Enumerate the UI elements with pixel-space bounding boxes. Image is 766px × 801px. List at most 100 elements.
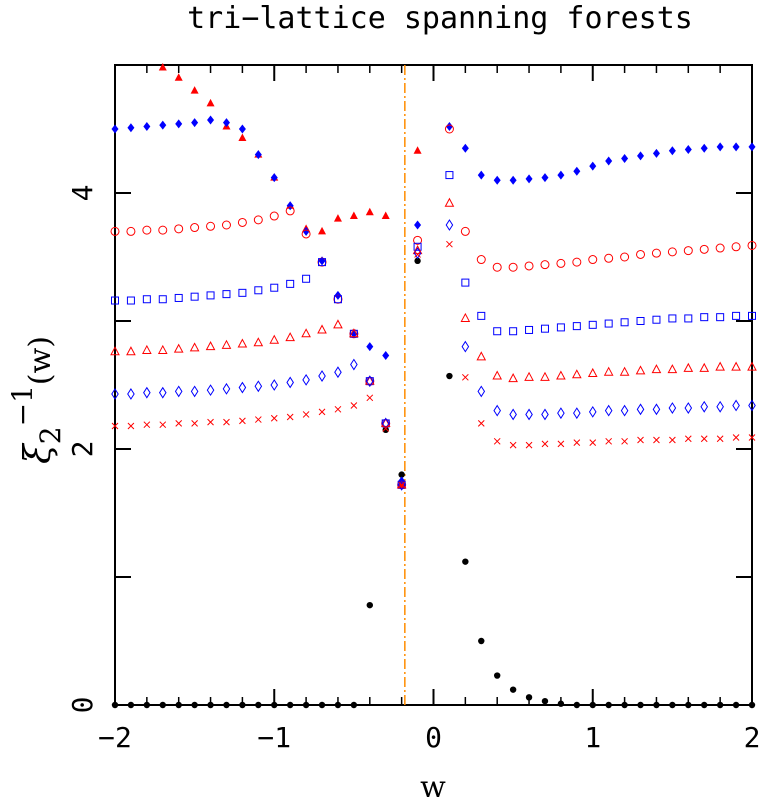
data-point-open-diamond xyxy=(206,384,215,397)
data-point-open-triangle xyxy=(269,334,280,344)
data-point-filled-diamond xyxy=(414,220,422,230)
data-point-open-square xyxy=(652,315,661,324)
data-point-cross xyxy=(286,413,294,421)
x-tick-label: 0 xyxy=(425,721,442,754)
data-point-open-diamond xyxy=(700,400,709,413)
data-point-open-triangle xyxy=(285,332,296,342)
data-point-filled-circle xyxy=(478,637,485,645)
data-point-open-square xyxy=(174,293,183,302)
data-point-open-square xyxy=(604,319,613,328)
data-point-cross xyxy=(239,417,246,425)
data-point-cross xyxy=(159,421,167,429)
data-point-filled-circle xyxy=(398,471,405,478)
data-point-filled-diamond xyxy=(700,143,708,153)
data-point-open-square xyxy=(477,311,486,320)
data-point-open-diamond xyxy=(158,386,167,399)
data-point-open-triangle xyxy=(157,344,168,354)
data-point-open-circle xyxy=(556,258,566,268)
data-point-open-square xyxy=(493,327,502,336)
data-point-filled-circle xyxy=(509,686,517,693)
tick-labels: −2 −1 0 1 2 0 2 4 xyxy=(66,185,760,754)
data-point-filled-circle xyxy=(637,701,644,709)
data-point-open-square xyxy=(158,295,167,304)
data-point-open-triangle xyxy=(619,366,630,376)
data-point-filled-circle xyxy=(605,701,612,709)
data-point-filled-circle xyxy=(573,701,581,709)
data-point-cross xyxy=(653,436,660,444)
data-point-cross xyxy=(175,420,183,427)
data-point-open-square xyxy=(588,320,597,329)
data-point-filled-circle xyxy=(494,672,501,679)
data-point-filled-circle xyxy=(175,701,182,709)
data-point-open-square xyxy=(318,258,327,267)
data-point-filled-circle xyxy=(271,701,278,709)
data-point-open-diamond xyxy=(684,402,693,414)
x-tick-label: −2 xyxy=(98,721,132,754)
data-point-cross xyxy=(637,436,644,444)
data-point-filled-circle xyxy=(525,694,533,701)
data-point-filled-triangle xyxy=(413,146,422,154)
data-point-filled-triangle xyxy=(318,226,327,235)
data-point-cross xyxy=(557,440,565,448)
y-tick-label: 4 xyxy=(66,185,99,202)
data-point-open-triangle xyxy=(524,371,534,381)
data-point-filled-circle xyxy=(302,701,310,709)
chart-title: tri−lattice spanning forests xyxy=(187,1,693,36)
data-point-filled-diamond xyxy=(748,142,756,152)
data-point-open-diamond xyxy=(620,404,629,417)
y-axis-label: ξ2−1(w) xyxy=(6,336,67,464)
data-point-open-triangle xyxy=(715,361,725,371)
data-point-filled-circle xyxy=(732,701,740,709)
data-point-open-triangle xyxy=(317,324,327,334)
data-point-open-circle xyxy=(492,262,502,272)
data-point-cross xyxy=(669,436,676,444)
data-point-filled-diamond xyxy=(127,123,135,133)
data-point-cross xyxy=(684,435,692,443)
data-point-open-circle xyxy=(444,124,454,134)
data-point-open-square xyxy=(748,311,756,320)
data-point-filled-circle xyxy=(191,701,198,709)
data-point-filled-circle xyxy=(159,701,166,709)
data-point-open-triangle xyxy=(396,479,407,489)
data-point-cross xyxy=(207,418,214,426)
data-point-cross xyxy=(414,251,421,258)
data-point-filled-circle xyxy=(414,257,421,265)
data-point-open-diamond xyxy=(286,376,294,389)
data-point-filled-circle xyxy=(255,701,262,709)
data-point-open-diamond xyxy=(573,407,581,420)
data-point-filled-diamond xyxy=(191,118,199,128)
data-point-cross xyxy=(398,481,406,489)
data-point-filled-circle xyxy=(716,701,724,709)
data-point-cross xyxy=(127,422,135,430)
data-point-open-triangle xyxy=(635,365,646,375)
data-point-filled-circle xyxy=(462,558,469,565)
data-point-open-square xyxy=(668,314,677,323)
data-point-cross xyxy=(270,414,278,422)
data-point-open-square xyxy=(540,324,549,333)
data-point-open-diamond xyxy=(111,388,119,400)
y-axis-label-text: ξ2−1(w) xyxy=(6,336,67,464)
data-point-cross xyxy=(605,437,613,445)
data-point-open-circle xyxy=(540,260,550,270)
data-point-open-diamond xyxy=(588,405,597,418)
data-point-open-diamond xyxy=(174,385,183,398)
data-point-open-triangle xyxy=(173,343,184,353)
data-point-open-triangle xyxy=(587,367,598,377)
data-point-open-diamond xyxy=(541,408,549,421)
data-point-open-diamond xyxy=(350,358,358,371)
data-point-filled-diamond xyxy=(382,351,390,361)
data-point-filled-diamond xyxy=(159,120,167,130)
data-point-open-circle xyxy=(110,226,120,236)
data-point-open-triangle xyxy=(492,370,503,380)
data-point-open-diamond xyxy=(222,382,231,395)
data-point-open-triangle xyxy=(301,328,311,338)
data-point-open-diamond xyxy=(509,408,517,421)
y-tick-label: 2 xyxy=(66,441,99,458)
data-point-cross xyxy=(700,435,708,443)
data-point-cross xyxy=(748,434,756,441)
data-point-cross xyxy=(191,420,198,427)
data-point-open-circle xyxy=(190,223,200,233)
data-point-open-triangle xyxy=(126,346,136,356)
data-point-open-square xyxy=(445,171,454,180)
data-point-filled-circle xyxy=(701,701,708,709)
